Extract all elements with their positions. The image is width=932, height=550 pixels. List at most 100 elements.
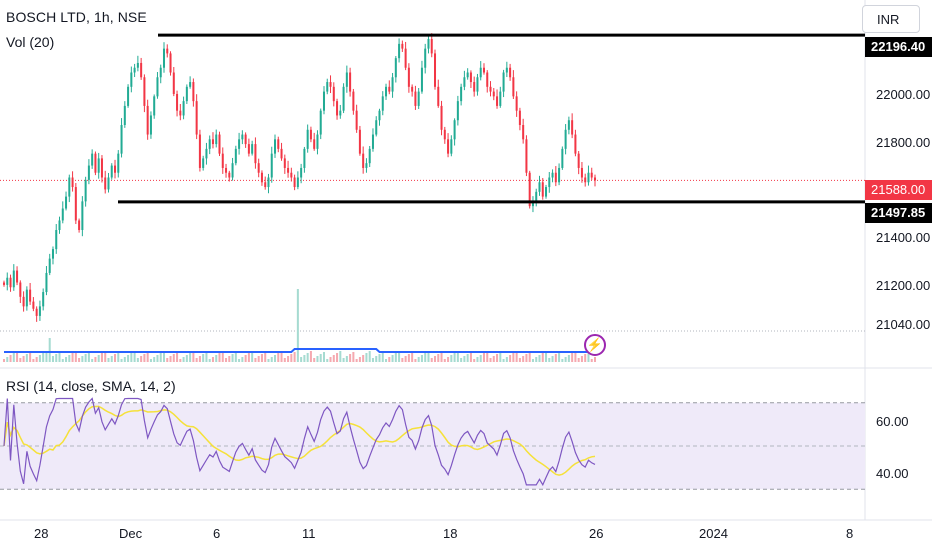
volume-bar: [97, 355, 100, 362]
candle-body: [264, 182, 267, 188]
candle-body: [45, 272, 48, 293]
symbol-title[interactable]: BOSCH LTD, 1h, NSE: [6, 9, 147, 25]
candle-body: [349, 72, 352, 92]
candle-body: [401, 43, 404, 49]
volume-bar: [593, 357, 597, 362]
time-tick: 6: [213, 526, 221, 541]
volume-bar: [16, 351, 19, 362]
candle-body: [385, 86, 388, 97]
candle-body: [535, 191, 538, 202]
candle-body: [499, 91, 502, 106]
volume-bar: [296, 289, 299, 362]
candle-body: [398, 43, 401, 59]
volume-bar: [313, 358, 316, 362]
volume-bar: [590, 359, 593, 362]
candle-body: [146, 105, 149, 135]
time-tick: 18: [443, 526, 458, 541]
volume-bar: [260, 354, 263, 362]
volume-indicator-label[interactable]: Vol (20): [6, 34, 55, 50]
candle-body: [58, 220, 61, 230]
candle-body: [587, 172, 590, 183]
volume-bar: [567, 355, 570, 362]
volume-bar: [365, 353, 368, 362]
candle-body: [430, 39, 433, 54]
candle-body: [22, 296, 25, 307]
volume-bar: [417, 357, 420, 362]
candle-body: [371, 134, 374, 149]
volume-bar: [378, 354, 381, 362]
volume-bar: [453, 353, 456, 362]
volume-bar: [381, 352, 384, 362]
volume-bar: [127, 355, 130, 362]
volume-bar: [469, 352, 472, 362]
price-tick: 21040.00: [876, 317, 931, 332]
candle-body: [342, 86, 345, 111]
volume-bar: [584, 354, 587, 362]
volume-bar: [561, 359, 564, 362]
volume-bar: [202, 354, 205, 362]
candle-body: [208, 139, 211, 149]
candle-body: [561, 148, 564, 168]
time-tick: 11: [302, 526, 316, 541]
candle-body: [172, 72, 175, 94]
candle-body: [404, 48, 407, 68]
volume-bar: [185, 355, 188, 362]
volume-bar: [319, 354, 322, 362]
volume-bar: [551, 356, 554, 362]
candle-body: [453, 120, 456, 140]
candle-body: [577, 153, 580, 168]
volume-bar: [149, 359, 152, 362]
rsi-indicator-label[interactable]: RSI (14, close, SMA, 14, 2): [6, 378, 176, 394]
candle-body: [375, 120, 378, 135]
volume-bar: [316, 356, 319, 362]
candle-body: [538, 182, 541, 192]
candle-body: [515, 96, 518, 111]
candle-body: [6, 277, 9, 285]
currency-selector[interactable]: INR: [862, 5, 920, 33]
candle-body: [440, 105, 443, 130]
volume-bar: [430, 358, 433, 362]
candle-body: [407, 67, 410, 87]
candle-body: [580, 167, 583, 178]
candle-body: [149, 115, 152, 135]
volume-bar: [32, 359, 35, 362]
candle-body: [107, 177, 110, 190]
volume-bar: [535, 357, 538, 362]
candle-body: [110, 165, 113, 178]
candle-body: [202, 158, 205, 168]
candle-body: [238, 139, 241, 149]
candle-body: [280, 148, 283, 159]
candle-body: [114, 165, 117, 173]
candle-body: [32, 301, 35, 309]
volume-bar: [424, 353, 427, 362]
candle-body: [189, 82, 192, 87]
candle-body: [394, 58, 397, 78]
candle-body: [123, 105, 126, 125]
volume-bar: [205, 352, 208, 362]
volume-bar: [411, 352, 414, 362]
volume-bar: [120, 359, 123, 362]
volume-bar: [398, 351, 401, 362]
candle-body: [78, 220, 81, 230]
volume-bar: [447, 357, 450, 362]
candle-body: [71, 177, 74, 188]
volume-bar: [329, 357, 332, 362]
candle-body: [176, 93, 179, 111]
time-tick: 28: [34, 526, 49, 541]
volume-bar: [574, 351, 577, 362]
candle-body: [185, 86, 188, 102]
volume-bar: [74, 351, 77, 362]
time-tick: 26: [589, 526, 604, 541]
volume-bar: [571, 353, 574, 362]
candle-body: [574, 134, 577, 154]
volume-bar: [362, 355, 365, 362]
candle-body: [247, 144, 250, 154]
volume-bar: [277, 353, 280, 362]
volume-bar: [71, 353, 74, 362]
volume-bar: [336, 353, 339, 362]
volume-bar: [104, 351, 107, 362]
volume-bar: [172, 354, 175, 362]
volume-bar: [273, 355, 277, 362]
lightning-icon[interactable]: ⚡: [584, 334, 606, 356]
